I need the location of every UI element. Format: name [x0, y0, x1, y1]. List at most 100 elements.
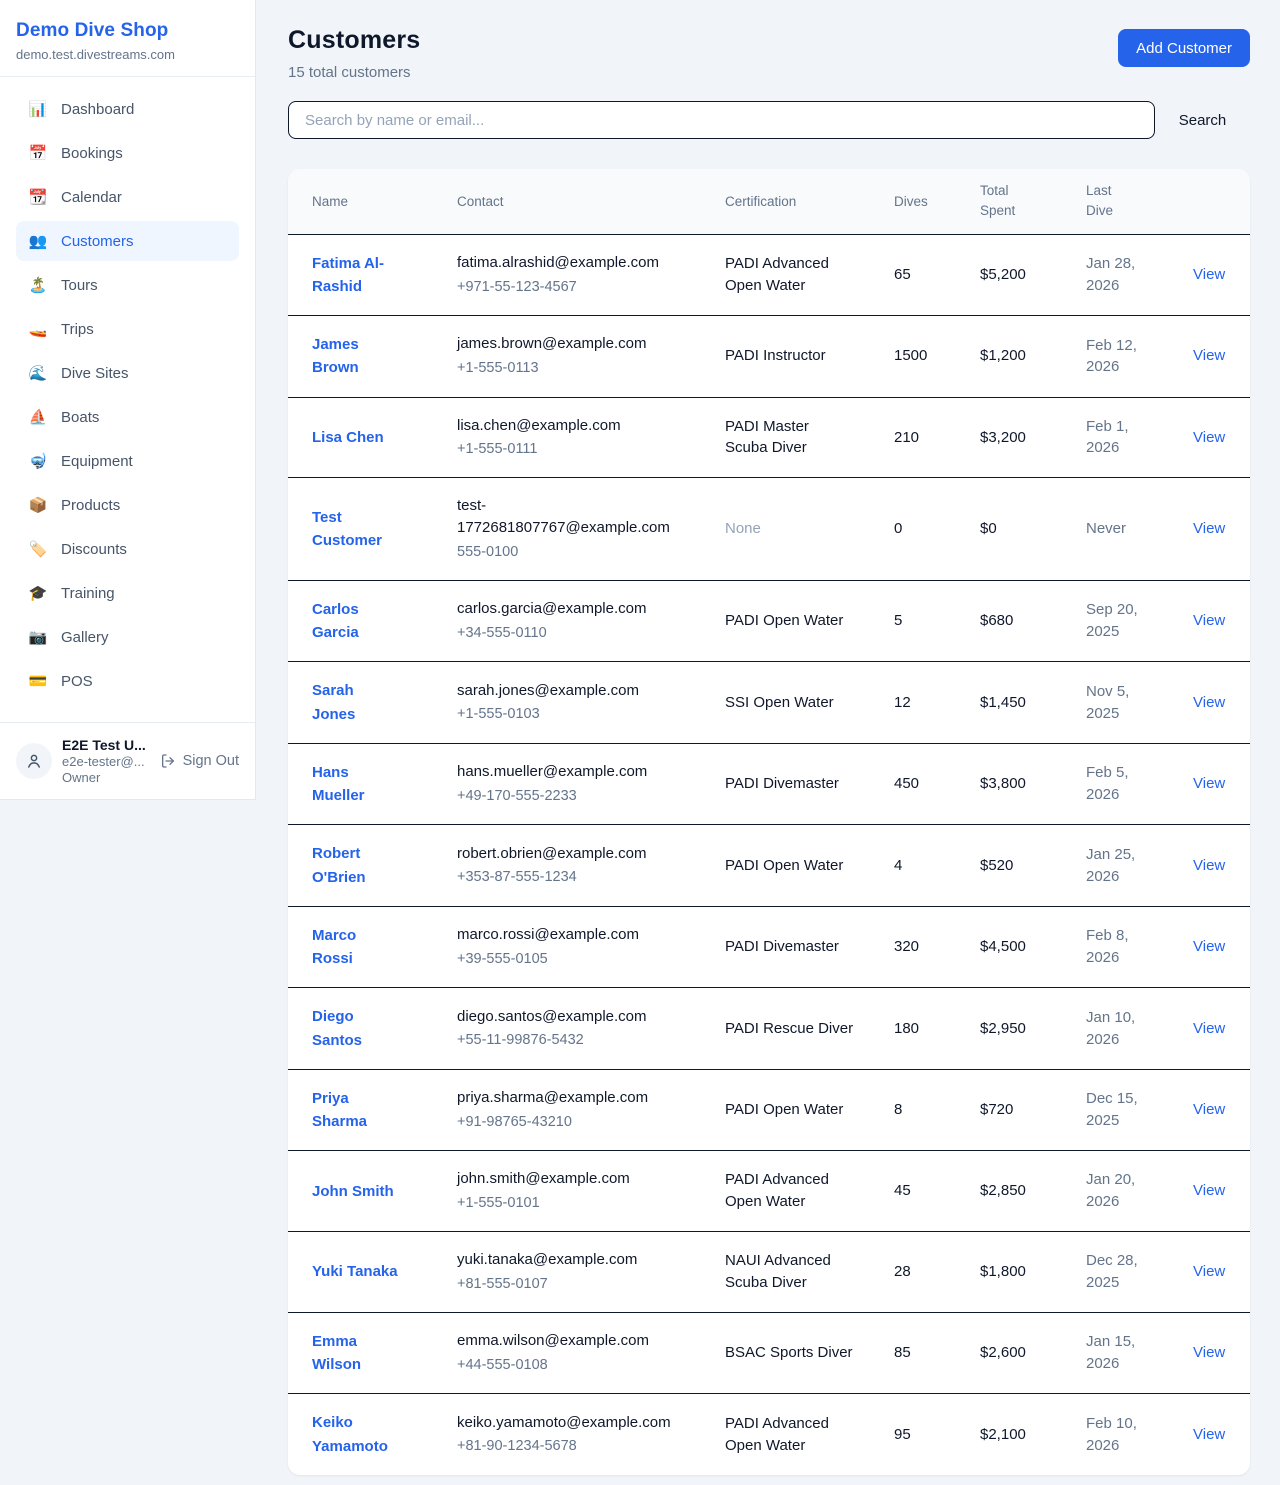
view-link[interactable]: View: [1193, 1101, 1226, 1119]
customer-email: keiko.yamamoto@example.com: [457, 1413, 671, 1431]
sidebar-item-pos[interactable]: 💳 POS: [16, 661, 239, 701]
sidebar-item-boats[interactable]: ⛵ Boats: [16, 397, 239, 437]
sidebar-item-label: Customers: [61, 232, 134, 250]
last-dive-value: Feb 8, 2026: [1086, 927, 1129, 967]
sidebar-item-training[interactable]: 🎓 Training: [16, 573, 239, 613]
view-link[interactable]: View: [1193, 428, 1226, 446]
view-link[interactable]: View: [1193, 612, 1226, 630]
view-link[interactable]: View: [1193, 856, 1226, 874]
dives-value: 180: [894, 1019, 920, 1037]
dives-value: 45: [894, 1182, 911, 1200]
sidebar-item-discounts[interactable]: 🏷️ Discounts: [16, 529, 239, 569]
total-spent-value: $2,600: [980, 1344, 1026, 1362]
view-link[interactable]: View: [1193, 1344, 1226, 1362]
view-link[interactable]: View: [1193, 1263, 1226, 1281]
view-link[interactable]: View: [1193, 347, 1226, 365]
certification-value: PADI Advanced Open Water: [725, 1171, 829, 1211]
dives-value: 95: [894, 1425, 911, 1443]
contact-cell: sarah.jones@example.com +1-555-0103: [433, 661, 701, 744]
last-dive-value: Nov 5, 2025: [1086, 682, 1130, 722]
customer-phone: +55-11-99876-5432: [457, 1032, 584, 1049]
sign-out-button[interactable]: Sign Out: [160, 753, 239, 769]
name-cell: Test Customer: [288, 477, 433, 581]
customer-name-link[interactable]: Robert O'Brien: [312, 845, 366, 886]
customer-row: Keiko Yamamoto keiko.yamamoto@example.com…: [288, 1394, 1250, 1475]
contact-cell: carlos.garcia@example.com +34-555-0110: [433, 580, 701, 663]
customer-email: test-1772681807767@example.com: [457, 497, 670, 537]
name-cell: Marco Rossi: [288, 906, 433, 989]
sidebar-item-customers[interactable]: 👥 Customers: [16, 221, 239, 261]
sidebar-item-label: Tours: [61, 276, 98, 294]
name-cell: Diego Santos: [288, 987, 433, 1070]
package-icon: 📦: [28, 496, 48, 514]
sidebar-header: Demo Dive Shop demo.test.divestreams.com: [0, 0, 255, 77]
actions-cell: View: [1169, 1312, 1250, 1395]
dives-cell: 95: [870, 1394, 956, 1475]
view-link[interactable]: View: [1193, 938, 1226, 956]
name-cell: Yuki Tanaka: [288, 1231, 433, 1313]
customer-name-link[interactable]: Carlos Garcia: [312, 600, 359, 642]
dives-cell: 180: [870, 987, 956, 1070]
total-spent-cell: $2,850: [956, 1150, 1062, 1233]
sidebar-item-dive-sites[interactable]: 🌊 Dive Sites: [16, 353, 239, 393]
customer-name-link[interactable]: Emma Wilson: [312, 1332, 362, 1374]
customer-name-link[interactable]: Sarah Jones: [312, 682, 356, 723]
sidebar-item-bookings[interactable]: 📅 Bookings: [16, 133, 239, 173]
column-header-label: Dives: [894, 193, 928, 209]
customer-name-link[interactable]: Priya Sharma: [312, 1089, 368, 1131]
last-dive-cell: Feb 5, 2026: [1062, 743, 1169, 826]
customer-name-link[interactable]: Keiko Yamamoto: [312, 1414, 388, 1455]
main-content: Customers 15 total customers Add Custome…: [256, 0, 1280, 1475]
actions-cell: View: [1169, 580, 1250, 663]
sidebar-item-equipment[interactable]: 🤿 Equipment: [16, 441, 239, 481]
view-link[interactable]: View: [1193, 1019, 1226, 1037]
customer-name-link[interactable]: James Brown: [312, 336, 359, 377]
customer-phone: +1-555-0101: [457, 1195, 540, 1212]
sidebar-item-products[interactable]: 📦 Products: [16, 485, 239, 525]
dives-cell: 4: [870, 824, 956, 907]
customer-name-link[interactable]: Diego Santos: [312, 1008, 363, 1049]
customer-row: Diego Santos diego.santos@example.com +55-…: [288, 987, 1250, 1070]
customer-name-link[interactable]: Hans Mueller: [312, 763, 365, 805]
certification-value: SSI Open Water: [725, 693, 834, 711]
actions-cell: View: [1169, 477, 1250, 581]
last-dive-cell: Sep 20, 2025: [1062, 580, 1169, 663]
view-link[interactable]: View: [1193, 775, 1226, 793]
sidebar-item-gallery[interactable]: 📷 Gallery: [16, 617, 239, 657]
dives-value: 5: [894, 612, 903, 630]
total-spent-value: $4,500: [980, 938, 1026, 956]
shop-name: Demo Dive Shop: [16, 20, 169, 41]
user-section: E2E Test U... e2e-tester@... Owner Sign …: [0, 722, 255, 799]
view-link[interactable]: View: [1193, 265, 1226, 283]
customer-row: Fatima Al-Rashid fatima.alrashid@example.…: [288, 234, 1250, 316]
customer-name-link[interactable]: Marco Rossi: [312, 926, 357, 968]
sidebar-item-calendar[interactable]: 📆 Calendar: [16, 177, 239, 217]
column-header-name: Name: [288, 169, 433, 235]
customer-name-link[interactable]: Test Customer: [312, 508, 383, 550]
last-dive-value: Feb 5, 2026: [1086, 764, 1129, 804]
sidebar-item-tours[interactable]: 🏝️ Tours: [16, 265, 239, 305]
contact-cell: marco.rossi@example.com +39-555-0105: [433, 906, 701, 989]
certification-value: PADI Rescue Diver: [725, 1019, 854, 1037]
total-spent-cell: $520: [956, 824, 1062, 907]
certification-cell: BSAC Sports Diver: [701, 1312, 870, 1395]
view-link[interactable]: View: [1193, 1425, 1226, 1443]
certification-cell: NAUI Advanced Scuba Diver: [701, 1231, 870, 1313]
customer-name-link[interactable]: Fatima Al-Rashid: [312, 254, 384, 295]
certification-value: NAUI Advanced Scuba Diver: [725, 1252, 831, 1291]
customer-name-link[interactable]: John Smith: [312, 1182, 394, 1200]
sidebar-item-trips[interactable]: 🚤 Trips: [16, 309, 239, 349]
search-button[interactable]: Search: [1155, 112, 1250, 129]
view-link[interactable]: View: [1193, 1182, 1226, 1200]
certification-value: PADI Divemaster: [725, 775, 839, 793]
add-customer-button[interactable]: Add Customer: [1118, 29, 1250, 67]
view-link[interactable]: View: [1193, 693, 1226, 711]
dives-value: 320: [894, 938, 920, 956]
search-input[interactable]: [288, 101, 1155, 139]
sidebar-item-dashboard[interactable]: 📊 Dashboard: [16, 89, 239, 129]
total-spent-cell: $2,600: [956, 1312, 1062, 1395]
view-link[interactable]: View: [1193, 520, 1226, 538]
customer-name-link[interactable]: Yuki Tanaka: [312, 1263, 398, 1281]
customer-name-link[interactable]: Lisa Chen: [312, 428, 384, 446]
name-cell: Fatima Al-Rashid: [288, 234, 433, 316]
